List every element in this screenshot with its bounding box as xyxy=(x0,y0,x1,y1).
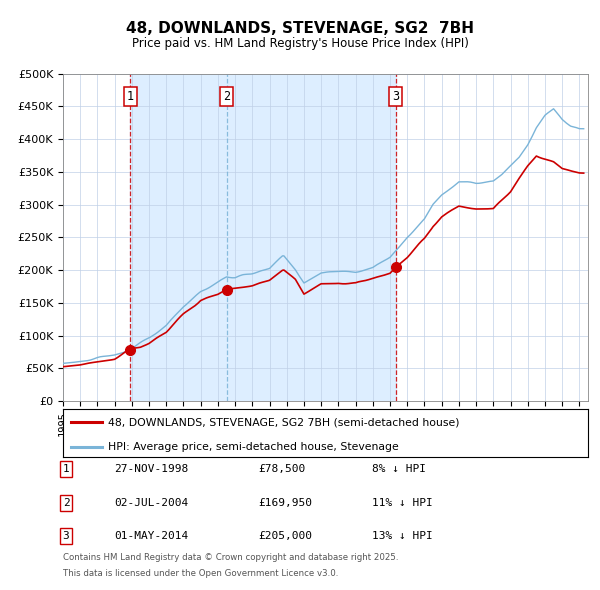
Text: £78,500: £78,500 xyxy=(258,464,305,474)
Text: 8% ↓ HPI: 8% ↓ HPI xyxy=(372,464,426,474)
Bar xyxy=(227,74,396,401)
Text: 13% ↓ HPI: 13% ↓ HPI xyxy=(372,532,433,541)
Text: 1: 1 xyxy=(127,90,134,103)
Text: Price paid vs. HM Land Registry's House Price Index (HPI): Price paid vs. HM Land Registry's House … xyxy=(131,37,469,50)
Bar xyxy=(130,74,227,401)
Text: 02-JUL-2004: 02-JUL-2004 xyxy=(114,498,188,507)
Text: 01-MAY-2014: 01-MAY-2014 xyxy=(114,532,188,541)
Text: 48, DOWNLANDS, STEVENAGE, SG2 7BH (semi-detached house): 48, DOWNLANDS, STEVENAGE, SG2 7BH (semi-… xyxy=(107,417,459,427)
Text: 27-NOV-1998: 27-NOV-1998 xyxy=(114,464,188,474)
Text: 1: 1 xyxy=(62,464,70,474)
Text: 3: 3 xyxy=(62,532,70,541)
Text: 3: 3 xyxy=(392,90,400,103)
Text: This data is licensed under the Open Government Licence v3.0.: This data is licensed under the Open Gov… xyxy=(63,569,338,578)
Text: £169,950: £169,950 xyxy=(258,498,312,507)
Text: 11% ↓ HPI: 11% ↓ HPI xyxy=(372,498,433,507)
Text: £205,000: £205,000 xyxy=(258,532,312,541)
Text: HPI: Average price, semi-detached house, Stevenage: HPI: Average price, semi-detached house,… xyxy=(107,441,398,451)
Text: Contains HM Land Registry data © Crown copyright and database right 2025.: Contains HM Land Registry data © Crown c… xyxy=(63,553,398,562)
Text: 2: 2 xyxy=(223,90,230,103)
Text: 2: 2 xyxy=(62,498,70,507)
Text: 48, DOWNLANDS, STEVENAGE, SG2  7BH: 48, DOWNLANDS, STEVENAGE, SG2 7BH xyxy=(126,21,474,35)
